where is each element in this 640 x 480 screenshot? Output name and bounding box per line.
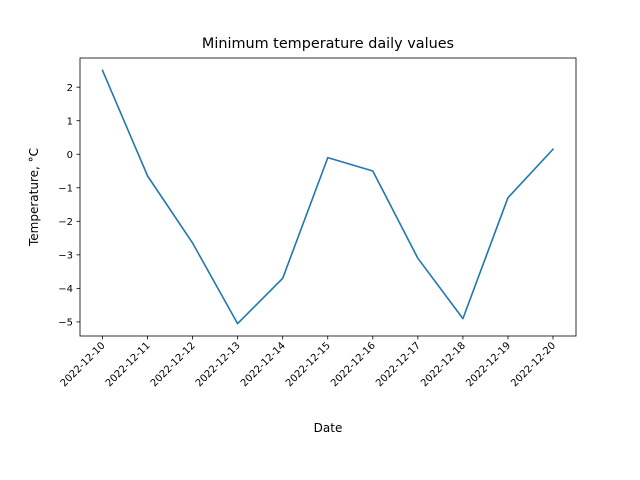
y-tick-label: −1	[58, 183, 73, 194]
y-tick-label: −2	[58, 217, 73, 228]
y-tick-label: −3	[58, 250, 73, 261]
y-tick-label: −5	[58, 318, 73, 329]
y-tick-label: −4	[58, 284, 73, 295]
y-tick-label: 0	[67, 150, 73, 161]
y-axis-label: Temperature, °C	[27, 148, 41, 247]
series-line	[101, 69, 555, 325]
y-tick-label: 2	[67, 83, 73, 94]
y-tick-label: 1	[67, 116, 73, 127]
x-axis-label: Date	[314, 421, 343, 435]
chart-title: Minimum temperature daily values	[202, 36, 454, 52]
